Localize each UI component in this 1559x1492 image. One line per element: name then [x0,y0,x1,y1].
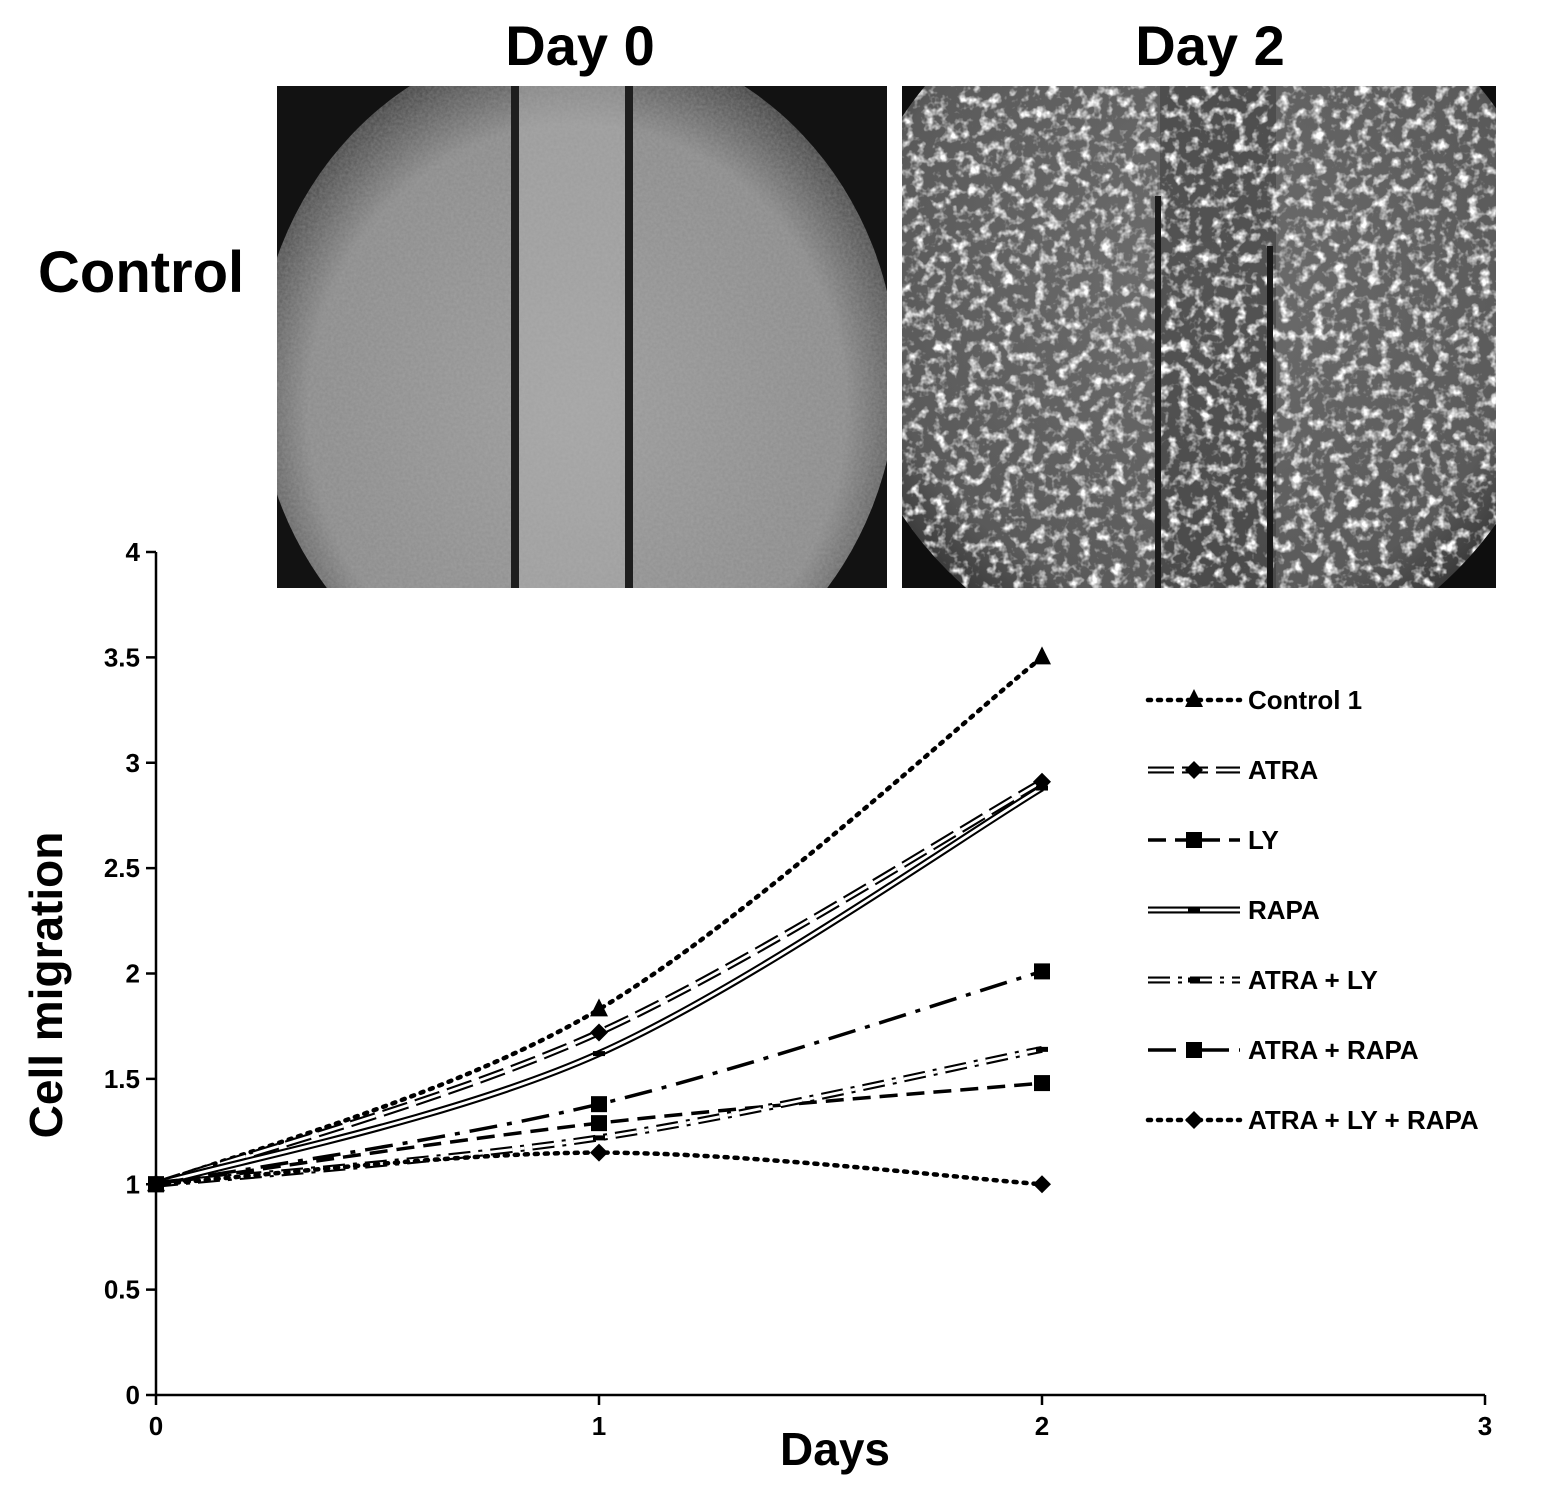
x-tick-label: 3 [1478,1411,1492,1441]
data-point [1034,963,1050,980]
data-point [1036,1046,1048,1052]
series-atra-ly-rapa [147,1143,1051,1194]
y-tick-label: 0 [126,1380,140,1410]
data-point [147,1175,165,1194]
y-tick-label: 4 [126,537,141,567]
legend-swatch-marker [1186,832,1202,848]
series-line-inner [155,1047,1043,1186]
y-tick-label: 3 [126,748,140,778]
legend-item: ATRA [1148,755,1319,785]
row-label-control: Control [38,240,245,305]
data-point [590,1143,608,1162]
x-tick-label: 2 [1035,1411,1049,1441]
x-tick-label: 0 [149,1411,163,1441]
y-tick-label: 2 [126,959,140,989]
micrograph-day-2 [902,86,1496,588]
column-header-day-2: Day 2 [1135,14,1285,77]
legend-label: ATRA + RAPA [1248,1035,1419,1065]
legend-label: ATRA + LY + RAPA [1248,1105,1479,1135]
chart-series [147,646,1051,1194]
legend-label: LY [1248,825,1279,855]
column-header-day-0: Day 0 [505,14,655,77]
chart-legend: Control 1 ATRA LY RAPA ATRA + LY ATRA + RAPA A… [1145,685,1479,1135]
legend-swatch-marker [1185,761,1203,779]
data-point [1033,1175,1051,1194]
y-tick-label: 0.5 [104,1275,140,1305]
data-point [591,1096,607,1113]
legend-item: LY [1148,825,1279,855]
legend-label: Control 1 [1248,685,1362,715]
legend-item: ATRA + RAPA [1148,1035,1419,1065]
y-axis-label: Cell migration [20,832,72,1139]
legend-swatch-marker [1186,1042,1202,1058]
legend-swatch-marker [1185,689,1203,707]
data-point [591,1115,607,1132]
x-tick-label: 1 [592,1411,606,1441]
data-point [593,1051,605,1057]
y-tick-label: 1 [126,1169,140,1199]
data-point [1033,646,1051,665]
series-line-inner [155,780,1043,1186]
micrograph-day-0 [277,86,887,588]
legend-label: ATRA [1248,755,1319,785]
y-tick-label: 1.5 [104,1064,140,1094]
data-point [590,1023,608,1042]
y-tick-label: 2.5 [104,853,140,883]
x-axis-label: Days [780,1423,890,1475]
y-tick-label: 3.5 [104,642,140,672]
data-point [1036,785,1048,791]
legend-label: ATRA + LY [1248,965,1378,995]
legend-swatch-marker [1188,907,1200,913]
data-point [593,1135,605,1141]
legend-item: ATRA + LY + RAPA [1145,1105,1479,1135]
legend-item: RAPA [1148,895,1320,925]
legend-swatch-marker [1188,977,1200,983]
legend-swatch-marker [1185,1111,1203,1129]
legend-item: Control 1 [1145,685,1362,715]
legend-label: RAPA [1248,895,1320,925]
data-point [590,998,608,1017]
chart-axes: 0 0.5 1 1.5 2 2.5 3 3.5 4 0 1 2 3 [104,537,1492,1441]
data-point [1034,1075,1050,1092]
legend-item: ATRA + LY [1148,965,1378,995]
